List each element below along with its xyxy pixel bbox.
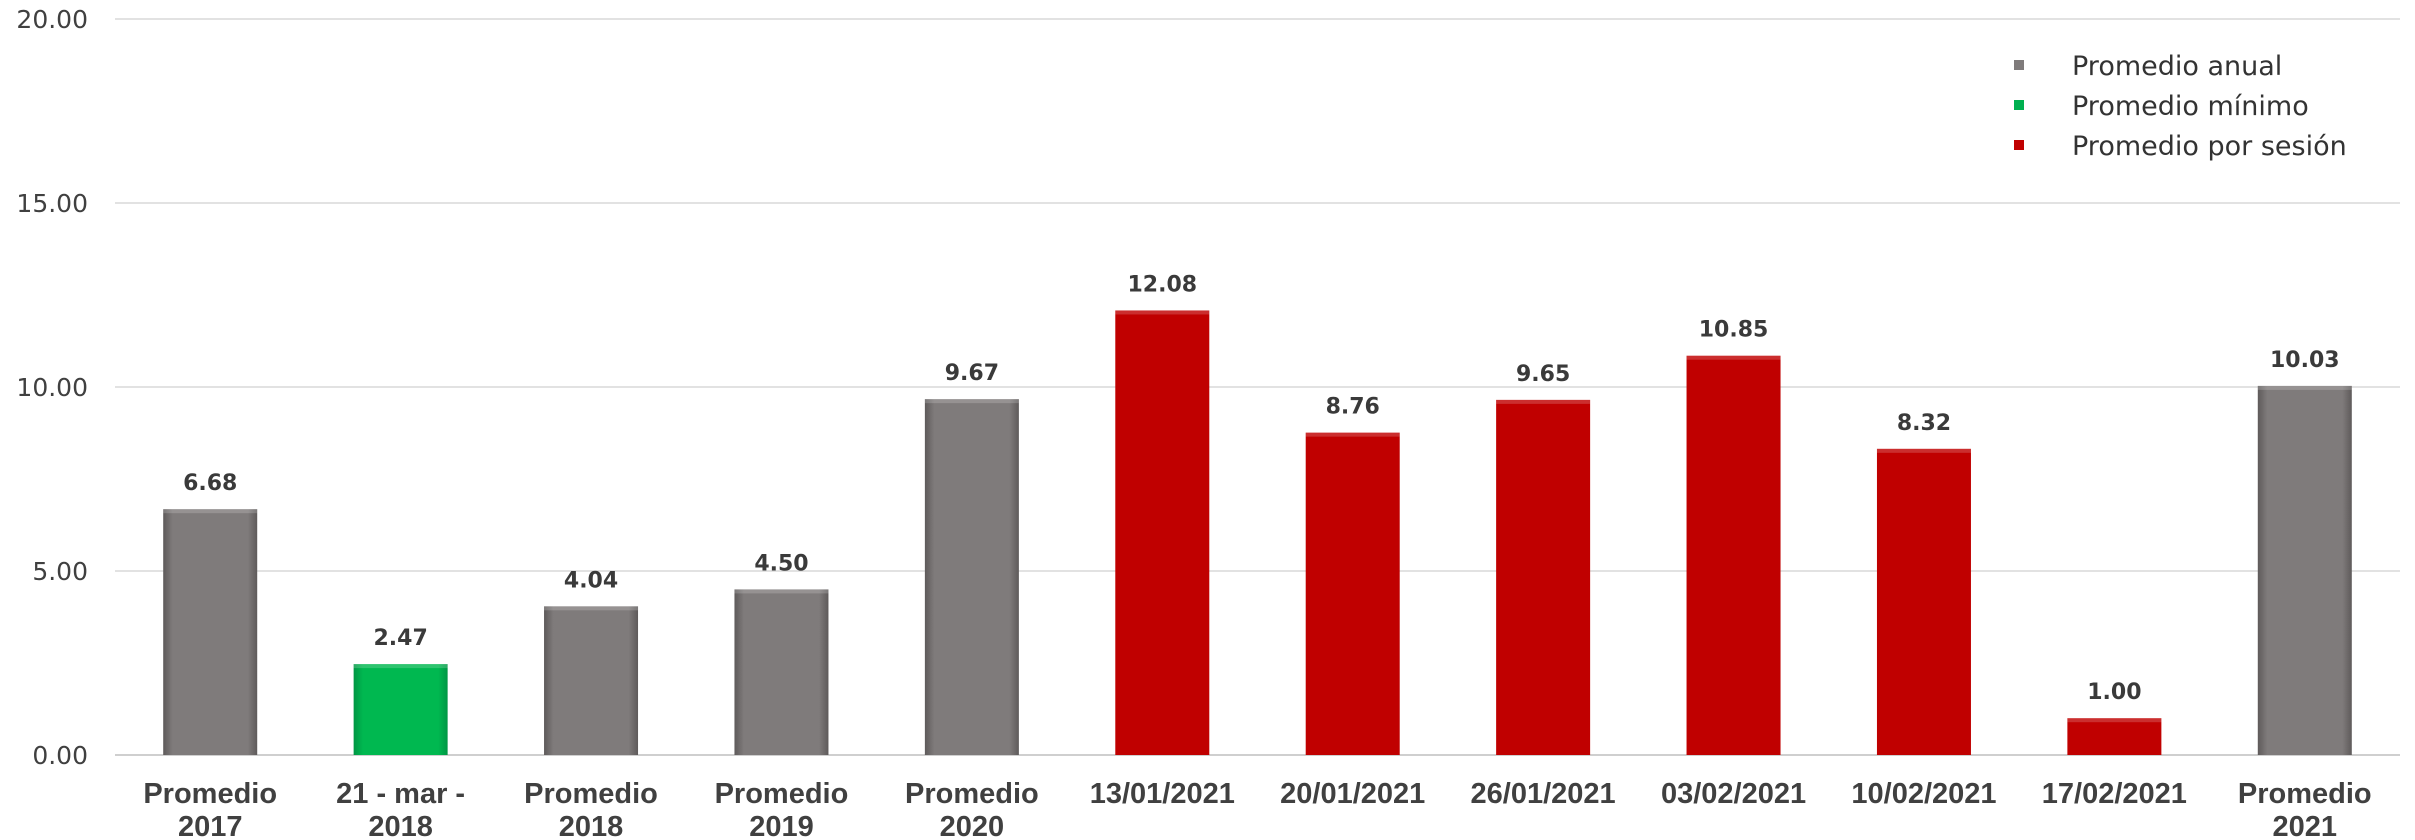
- x-tick-label: 10/02/2021: [1851, 778, 1996, 810]
- bar-sesion: [2067, 718, 2162, 755]
- x-tick-label-line: 2019: [749, 811, 814, 840]
- x-tick-label-line: 13/01/2021: [1090, 778, 1235, 810]
- bar-highlight: [1496, 399, 1591, 404]
- bar-minimo: [353, 664, 448, 755]
- data-label: 10.03: [2270, 348, 2340, 373]
- bar-anual: [163, 509, 258, 755]
- y-tick-label: 15.00: [16, 189, 88, 218]
- bar-anual: [544, 606, 639, 755]
- y-tick-label: 5.00: [32, 557, 88, 586]
- data-label: 10.85: [1699, 318, 1769, 343]
- bar-highlight: [924, 399, 1019, 404]
- x-tick-label: 20/01/2021: [1280, 778, 1425, 810]
- x-tick-label-line: 2021: [2273, 811, 2338, 840]
- legend-swatch-minimo: [2014, 100, 2024, 110]
- x-tick-label: 03/02/2021: [1661, 778, 1806, 810]
- x-tick-label: 13/01/2021: [1090, 778, 1235, 810]
- data-label: 6.68: [183, 471, 237, 496]
- bar-sesion: [1686, 355, 1781, 755]
- bar-highlight: [1876, 448, 1971, 453]
- x-tick-label: Promedio 2017: [143, 778, 277, 840]
- x-tick-label-line: 17/02/2021: [2042, 778, 2187, 810]
- x-tick-label: 21 - mar -2018: [336, 778, 465, 840]
- legend-label-anual: Promedio anual: [2072, 51, 2282, 82]
- x-tick-label: Promedio 2019: [715, 778, 849, 840]
- x-tick-label-line: Promedio: [143, 778, 277, 810]
- legend-swatch-anual: [2014, 60, 2024, 70]
- x-tick-label-line: Promedio: [524, 778, 658, 810]
- x-tick-label-line: 2018: [559, 811, 624, 840]
- data-label: 8.32: [1897, 411, 1951, 436]
- data-label: 9.67: [945, 361, 999, 386]
- x-tick-label: 17/02/2021: [2042, 778, 2187, 810]
- x-tick-label-line: Promedio: [715, 778, 849, 810]
- bar-anual: [734, 589, 829, 755]
- bar-highlight: [1686, 355, 1781, 360]
- bar-highlight: [734, 589, 829, 594]
- gridlines: [115, 18, 2400, 756]
- bar-sesion: [1876, 448, 1971, 755]
- y-axis: 0.00 5.00 10.00 15.00 20.00: [16, 5, 88, 770]
- bar-highlight: [2067, 718, 2162, 723]
- bar-highlight: [1115, 310, 1210, 315]
- legend-label-sesion: Promedio por sesión: [2072, 131, 2347, 162]
- x-tick-label-line: Promedio: [2238, 778, 2372, 810]
- y-tick-label: 20.00: [16, 5, 88, 34]
- x-tick-label-line: 26/01/2021: [1471, 778, 1616, 810]
- data-label: 2.47: [373, 626, 427, 651]
- y-tick-label: 10.00: [16, 373, 88, 402]
- bar-highlight: [2257, 385, 2352, 390]
- x-tick-label: 26/01/2021: [1471, 778, 1616, 810]
- bar-sesion: [1115, 310, 1210, 755]
- x-tick-label-line: 03/02/2021: [1661, 778, 1806, 810]
- data-labels: 6.68 2.47 4.04 4.50 9.67 12.08 8.76 9.65 10.85 8.…: [183, 272, 2340, 705]
- x-tick-label-line: 20/01/2021: [1280, 778, 1425, 810]
- data-label: 4.04: [564, 568, 618, 593]
- x-tick-label-line: 10/02/2021: [1851, 778, 1996, 810]
- bar-highlight: [544, 606, 639, 611]
- legend-label-minimo: Promedio mínimo: [2072, 91, 2309, 122]
- x-tick-label: Promedio 2021: [2238, 778, 2372, 840]
- x-tick-label-line: 2018: [368, 811, 433, 840]
- bar-highlight: [353, 664, 448, 669]
- x-tick-label: Promedio 2018: [524, 778, 658, 840]
- bar-highlight: [163, 509, 258, 514]
- legend: Promedio anual Promedio mínimo Promedio po…: [2014, 51, 2347, 162]
- y-tick-label: 0.00: [32, 741, 88, 770]
- x-tick-label: Promedio 2020: [905, 778, 1039, 840]
- data-label: 9.65: [1516, 362, 1570, 387]
- bars: [163, 310, 2352, 755]
- legend-swatch-sesion: [2014, 140, 2024, 150]
- data-label: 1.00: [2087, 680, 2141, 705]
- data-label: 12.08: [1127, 272, 1197, 297]
- data-label: 8.76: [1326, 395, 1380, 420]
- bar-anual: [924, 399, 1019, 755]
- data-label: 4.50: [754, 551, 808, 576]
- bar-sesion: [1305, 432, 1400, 755]
- bar-anual: [2257, 385, 2352, 755]
- x-tick-label-line: 2017: [178, 811, 243, 840]
- x-tick-label-line: 2020: [940, 811, 1005, 840]
- bar-sesion: [1496, 399, 1591, 755]
- x-tick-label-line: 21 - mar -: [336, 778, 465, 810]
- bar-highlight: [1305, 432, 1400, 437]
- x-tick-label-line: Promedio: [905, 778, 1039, 810]
